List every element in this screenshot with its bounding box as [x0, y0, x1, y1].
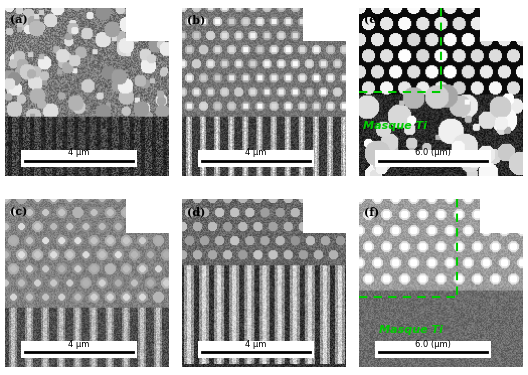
Text: Masque Ti: Masque Ti: [380, 326, 444, 335]
Text: 4 μm: 4 μm: [68, 340, 90, 349]
Text: Masque Ti: Masque Ti: [363, 121, 427, 130]
Bar: [198, 150, 314, 167]
Bar: [126, 199, 169, 232]
Text: 6.0 (μm): 6.0 (μm): [415, 148, 450, 158]
Text: 6.0 (μm): 6.0 (μm): [415, 340, 450, 349]
Bar: [21, 150, 137, 167]
Text: (f): (f): [364, 206, 379, 217]
Text: (d): (d): [187, 206, 205, 217]
Bar: [126, 8, 169, 41]
Bar: [375, 341, 491, 358]
Bar: [198, 341, 314, 358]
Bar: [480, 199, 523, 232]
Bar: [21, 341, 137, 358]
Text: 4 μm: 4 μm: [245, 340, 267, 349]
Text: (b): (b): [187, 15, 205, 26]
Bar: [480, 8, 523, 41]
Text: 4 μm: 4 μm: [245, 148, 267, 158]
Text: (a): (a): [11, 15, 28, 26]
Text: (e): (e): [364, 15, 382, 26]
Text: (c): (c): [11, 206, 27, 217]
Bar: [303, 8, 346, 41]
Bar: [303, 199, 346, 232]
Bar: [375, 150, 491, 167]
Text: 4 μm: 4 μm: [68, 148, 90, 158]
